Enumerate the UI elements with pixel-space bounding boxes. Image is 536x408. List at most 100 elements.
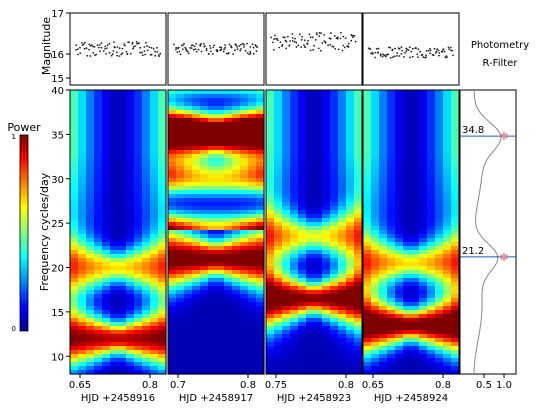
heatmap-cell [371,350,380,355]
heatmap-cell [395,214,404,219]
heatmap-cell [134,338,143,343]
heatmap-cell [86,338,95,343]
heatmap-cell [158,270,167,275]
heatmap-cell [411,238,420,243]
heatmap-cell [298,230,307,235]
heatmap-cell [248,158,257,163]
heatmap-cell [274,290,283,295]
photometry-point [150,47,153,49]
heatmap-cell [354,198,363,203]
photometry-point [398,55,401,57]
heatmap-cell [371,154,380,159]
heatmap-cell [150,358,159,363]
heatmap-cell [184,242,193,247]
heatmap-cell [158,154,167,159]
heatmap-cell [306,190,315,195]
heatmap-cell [443,322,452,327]
heatmap-cell [232,362,241,367]
heatmap-cell [142,250,151,255]
heatmap-cell [290,322,299,327]
heatmap-cell [224,346,233,351]
heatmap-cell [443,218,452,223]
heatmap-cell [158,182,167,187]
heatmap-cell [184,150,193,155]
heatmap-cell [266,198,275,203]
photometry-point [323,34,325,36]
photometry-point [285,47,287,50]
heatmap-cell [387,118,396,123]
heatmap-cell [176,194,185,199]
heatmap-cell [208,358,217,363]
heatmap-cell [168,342,177,347]
heatmap-cell [403,338,412,343]
heatmap-cell [395,238,404,243]
heatmap-cell [134,202,143,207]
heatmap-cell [363,194,372,199]
heatmap-cell [134,322,143,327]
heatmap-cell [314,294,323,299]
heatmap-cell [403,194,412,199]
heatmap-cell [411,274,420,279]
heatmap-cell [435,222,444,227]
heatmap-cell [379,142,388,147]
heatmap-cell [126,110,135,115]
heatmap-cell [142,294,151,299]
heatmap-cell [443,130,452,135]
heatmap-cell [78,362,87,367]
heatmap-cell [387,114,396,119]
heatmap-cell [274,150,283,155]
heatmap-cell [70,274,79,279]
heatmap-cell [387,338,396,343]
heatmap-cell [142,222,151,227]
heatmap-cell [403,282,412,287]
photometry-point [379,53,382,56]
heatmap-cell [322,302,331,307]
heatmap-cell [427,258,436,263]
heatmap-cell [192,342,201,347]
heatmap-cell [274,214,283,219]
heatmap-cell [184,290,193,295]
heatmap-cell [150,202,159,207]
photometry-point [255,50,258,53]
heatmap-cell [322,246,331,251]
heatmap-cell [118,226,127,231]
heatmap-cell [451,326,460,331]
heatmap-cell [322,354,331,359]
heatmap-cell [274,306,283,311]
heatmap-cell [379,114,388,119]
heatmap-cell [435,94,444,99]
heatmap-cell [142,94,151,99]
heatmap-cell [411,190,420,195]
heatmap-cell [363,118,372,123]
heatmap-cell [290,242,299,247]
heatmap-cell [150,230,159,235]
heatmap-cell [427,106,436,111]
heatmap-cell [224,334,233,339]
heatmap-cell [298,250,307,255]
photometry-point [283,36,286,39]
heatmap-cell [248,202,257,207]
heatmap-cell [298,294,307,299]
heatmap-cell [248,130,257,135]
heatmap-cell [354,138,363,143]
heatmap-cell [443,202,452,207]
heatmap-cell [256,194,265,199]
heatmap-cell [314,250,323,255]
heatmap-cell [298,198,307,203]
heatmap-cell [102,158,111,163]
heatmap-cell [224,314,233,319]
heatmap-cell [192,234,201,239]
heatmap-cell [371,322,380,327]
heatmap-cell [266,266,275,271]
heatmap-cell [70,322,79,327]
heatmap-cell [427,214,436,219]
heatmap-cell [338,354,347,359]
heatmap-cell [387,306,396,311]
photometry-point [443,50,446,53]
photometry-point [228,43,231,46]
heatmap-cell [216,258,225,263]
heatmap-cell [427,210,436,215]
photometry-point [306,43,309,45]
heatmap-cell [314,166,323,171]
photometry-point [276,39,279,42]
